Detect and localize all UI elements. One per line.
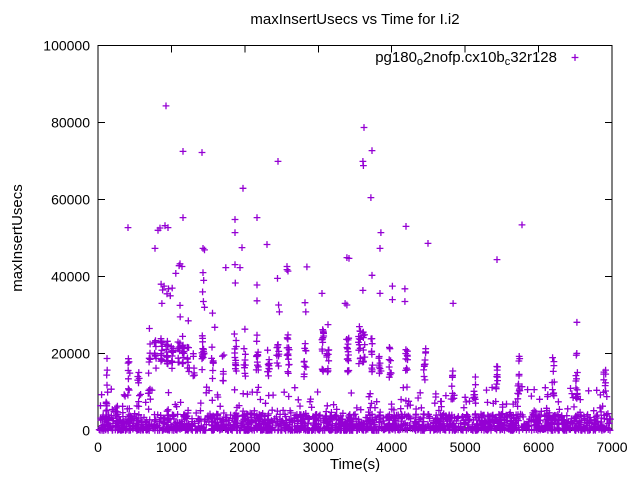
x-tick-label: 2000 — [229, 439, 260, 455]
y-axis-label: maxInsertUsecs — [9, 184, 26, 292]
x-tick-label: 1000 — [156, 439, 187, 455]
x-tick-label: 4000 — [376, 439, 407, 455]
y-tick-label: 20000 — [51, 346, 90, 362]
y-tick-label: 0 — [82, 423, 90, 439]
x-tick-label: 5000 — [450, 439, 481, 455]
y-tick-label: 60000 — [51, 192, 90, 208]
x-tick-label: 7000 — [596, 439, 627, 455]
x-tick-label: 6000 — [523, 439, 554, 455]
y-tick-label: 100000 — [43, 38, 90, 54]
y-tick-label: 40000 — [51, 269, 90, 285]
data-points-series-1 — [95, 102, 614, 434]
chart-title: maxInsertUsecs vs Time for I.i2 — [250, 11, 459, 28]
x-tick-label: 0 — [94, 439, 102, 455]
legend: pg180o2nofp.cx10bc32r128 — [375, 49, 579, 68]
x-axis-label: Time(s) — [330, 456, 380, 473]
legend-label: pg180o2nofp.cx10bc32r128 — [375, 49, 557, 68]
axis-ticks — [97, 45, 613, 431]
plot-frame — [97, 45, 613, 431]
x-tick-label: 3000 — [303, 439, 334, 455]
axis-tick-labels: 0 1000 2000 3000 4000 5000 6000 7000 0 20000 40000… — [43, 38, 627, 456]
legend-marker-plus-icon — [571, 54, 579, 61]
y-tick-label: 80000 — [51, 115, 90, 131]
